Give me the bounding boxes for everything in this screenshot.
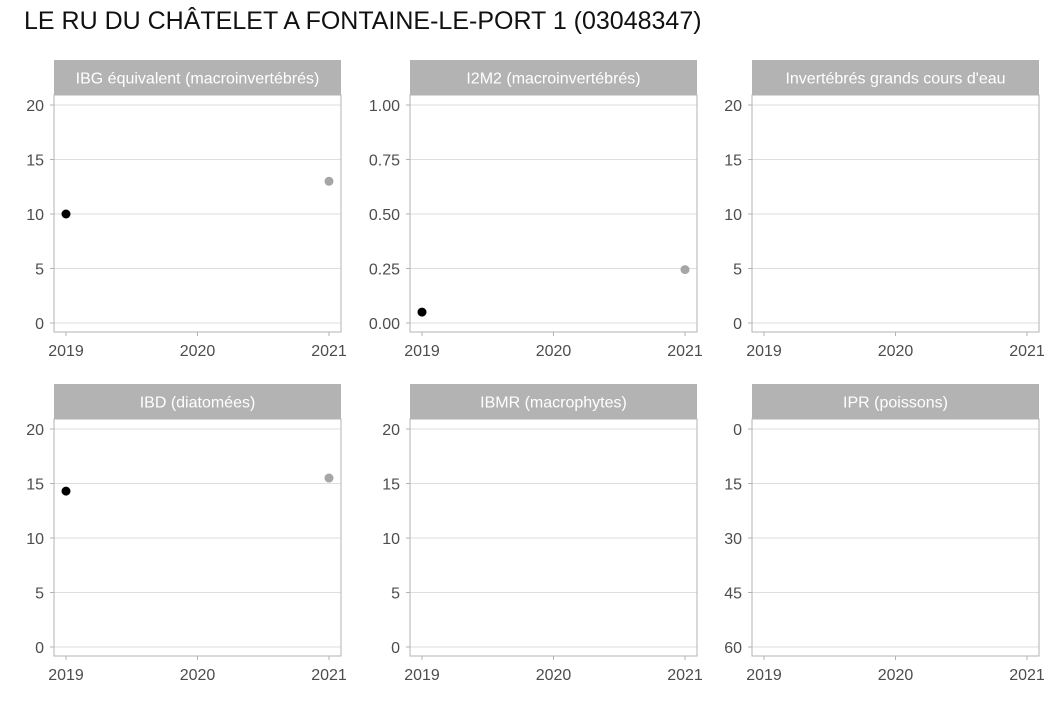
page-title: LE RU DU CHÂTELET A FONTAINE-LE-PORT 1 (… xyxy=(24,7,702,35)
data-point xyxy=(61,209,71,219)
x-tick-label: 2019 xyxy=(746,667,782,684)
panel-border xyxy=(751,418,1040,657)
x-tick-label: 2019 xyxy=(746,343,782,360)
x-tick-label: 2021 xyxy=(311,667,347,684)
y-tick-label: 1.00 xyxy=(369,98,400,115)
x-tick-label: 2021 xyxy=(1009,667,1045,684)
panel-title: IPR (poissons) xyxy=(843,395,948,412)
y-tick-label: 0 xyxy=(35,640,44,657)
y-tick-label: 20 xyxy=(26,422,44,439)
x-tick-label: 2021 xyxy=(667,667,703,684)
chart-panel: IBD (diatomées) 0 5 10 15 20 2019 2020 2021 xyxy=(26,384,347,684)
y-tick-label: 10 xyxy=(26,207,44,224)
x-tick-label: 2020 xyxy=(180,667,216,684)
y-tick-label: 0.00 xyxy=(369,316,400,333)
chart-panel: I2M2 (macroinvertébrés) 0.00 0.25 0.50 0.75 1… xyxy=(369,60,703,360)
y-tick-label: 0.75 xyxy=(369,153,400,170)
y-tick-label: 60 xyxy=(724,640,742,657)
y-tick-label: 0 xyxy=(733,422,742,439)
y-tick-label: 10 xyxy=(382,531,400,548)
x-tick-label: 2020 xyxy=(180,343,216,360)
data-point xyxy=(324,176,334,186)
x-tick-label: 2020 xyxy=(878,667,914,684)
x-tick-label: 2021 xyxy=(311,343,347,360)
y-tick-label: 5 xyxy=(35,586,44,603)
y-tick-label: 20 xyxy=(382,422,400,439)
panel-border xyxy=(409,418,698,657)
y-tick-label: 30 xyxy=(724,531,742,548)
y-tick-label: 15 xyxy=(724,477,742,494)
panel-strip xyxy=(54,60,341,95)
data-point xyxy=(417,307,427,317)
y-tick-label: 15 xyxy=(26,477,44,494)
panel-title: IBG équivalent (macroinvertébrés) xyxy=(76,71,320,88)
panel-strip xyxy=(410,384,697,419)
x-tick-label: 2020 xyxy=(878,343,914,360)
x-tick-label: 2019 xyxy=(48,343,84,360)
panel-strip xyxy=(54,384,341,419)
y-tick-label: 10 xyxy=(26,531,44,548)
y-tick-label: 0 xyxy=(391,640,400,657)
y-tick-label: 0.50 xyxy=(369,207,400,224)
chart-panel: IBG équivalent (macroinvertébrés) 0 5 10 15 2… xyxy=(26,60,347,360)
panel-border xyxy=(751,94,1040,333)
panel-strip xyxy=(410,60,697,95)
chart-panel: IBMR (macrophytes) 0 5 10 15 20 2019 2020 2021 xyxy=(382,384,703,684)
panel-strip xyxy=(752,60,1039,95)
x-tick-label: 2019 xyxy=(48,667,84,684)
y-tick-label: 5 xyxy=(733,262,742,279)
panel-title: IBD (diatomées) xyxy=(140,395,256,412)
data-point xyxy=(324,473,334,483)
y-tick-label: 5 xyxy=(391,586,400,603)
y-tick-label: 45 xyxy=(724,586,742,603)
panel-title: I2M2 (macroinvertébrés) xyxy=(466,71,640,88)
y-tick-label: 5 xyxy=(35,262,44,279)
y-tick-label: 10 xyxy=(724,207,742,224)
x-tick-label: 2020 xyxy=(536,343,572,360)
data-point xyxy=(680,265,690,275)
chart-panel: Invertébrés grands cours d'eau0510152020… xyxy=(724,60,1045,360)
y-tick-label: 15 xyxy=(26,153,44,170)
x-tick-label: 2020 xyxy=(536,667,572,684)
x-tick-label: 2019 xyxy=(404,667,440,684)
y-tick-label: 0.25 xyxy=(369,262,400,279)
data-point xyxy=(61,486,71,496)
x-tick-label: 2019 xyxy=(404,343,440,360)
panel-title: IBMR (macrophytes) xyxy=(480,395,627,412)
panel-border xyxy=(409,94,698,333)
x-tick-label: 2021 xyxy=(1009,343,1045,360)
panel-border xyxy=(53,418,342,657)
y-tick-label: 20 xyxy=(724,98,742,115)
y-tick-label: 15 xyxy=(724,153,742,170)
panel-border xyxy=(53,94,342,333)
y-tick-label: 0 xyxy=(35,316,44,333)
x-tick-label: 2021 xyxy=(667,343,703,360)
y-tick-label: 15 xyxy=(382,477,400,494)
y-tick-label: 20 xyxy=(26,98,44,115)
panel-title: Invertébrés grands cours d'eau xyxy=(785,71,1005,88)
y-tick-label: 0 xyxy=(733,316,742,333)
panel-strip xyxy=(752,384,1039,419)
